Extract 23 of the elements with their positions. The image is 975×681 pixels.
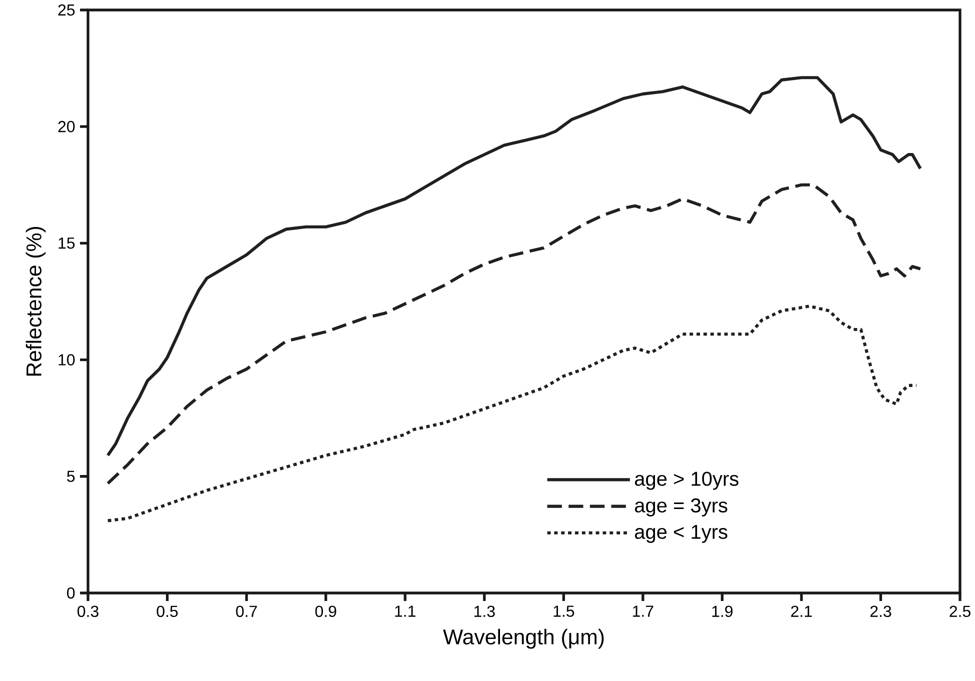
x-tick-label: 2.1 (791, 606, 812, 617)
x-tick-label: 1.3 (474, 606, 495, 618)
x-tick-label: 0.3 (78, 606, 98, 618)
y-tick-label: 10 (58, 354, 75, 366)
legend-label: age > 10yrs (634, 472, 738, 490)
x-tick-label: 0.5 (156, 606, 178, 618)
x-tick-label: 1.1 (395, 606, 416, 617)
x-tick-label: 0.9 (315, 606, 336, 618)
y-tick-label: 20 (58, 120, 75, 132)
y-tick-label: 0 (67, 587, 75, 599)
x-tick-label: 2.5 (950, 606, 970, 618)
x-tick-label: 1.7 (633, 606, 654, 617)
y-tick-label: 5 (67, 470, 75, 482)
x-tick-label: 2.3 (870, 606, 892, 618)
y-axis-title: Reflectence (%) (26, 226, 46, 376)
x-axis-title: Wavelength (μm) (443, 628, 604, 649)
x-tick-label: 1.9 (712, 606, 733, 618)
x-tick-label: 1.5 (554, 606, 574, 617)
legend-label: age = 3yrs (634, 498, 728, 516)
y-tick-label: 15 (58, 238, 75, 249)
legend-label: age < 1yrs (634, 524, 728, 543)
x-tick-label: 0.7 (236, 606, 257, 618)
y-tick-label: 25 (58, 4, 75, 16)
